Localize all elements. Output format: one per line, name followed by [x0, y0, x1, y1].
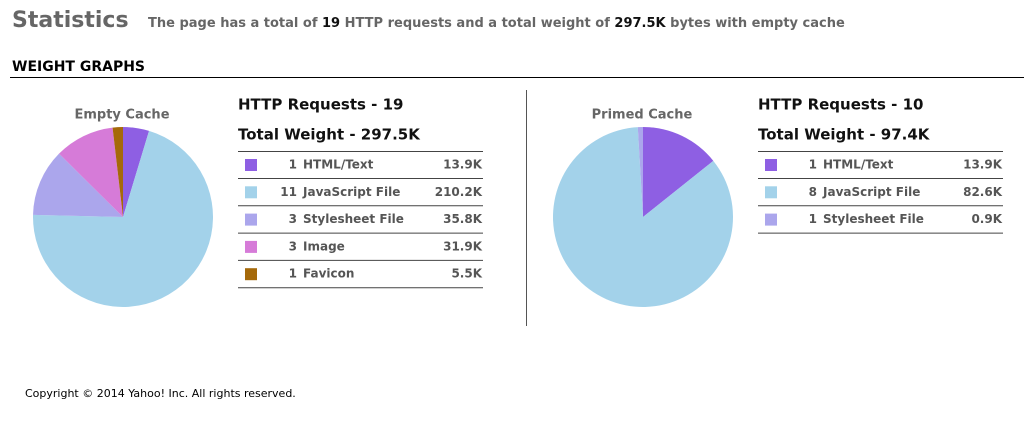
- row-weight: 13.9K: [963, 158, 1003, 172]
- section-title: WEIGHT GRAPHS: [12, 59, 145, 75]
- row-count: 1: [809, 212, 817, 226]
- weight-heading: Total Weight - 97.4K: [758, 126, 931, 144]
- row-weight: 35.8K: [443, 212, 483, 226]
- row-type: Stylesheet File: [823, 212, 924, 226]
- pie-slice: [123, 127, 150, 217]
- row-weight: 210.2K: [435, 185, 483, 199]
- summary-text: The page has a total of: [148, 16, 322, 31]
- pie-slice: [643, 127, 714, 217]
- pie-slice: [553, 127, 734, 307]
- summary-text: HTTP requests and a total weight of: [340, 16, 614, 31]
- row-weight: 31.9K: [443, 239, 483, 253]
- row-count: 1: [809, 158, 817, 172]
- requests-heading: HTTP Requests - 10: [758, 96, 923, 114]
- row-weight: 5.5K: [451, 267, 482, 281]
- row-weight: 0.9K: [971, 212, 1002, 226]
- weight-heading: Total Weight - 297.5K: [238, 126, 421, 144]
- row-count: 11: [280, 185, 297, 199]
- row-type: HTML/Text: [823, 158, 894, 172]
- legend-swatch: [245, 186, 257, 199]
- summary-text: bytes with empty cache: [666, 16, 845, 31]
- row-count: 3: [289, 212, 297, 226]
- legend-swatch: [245, 240, 257, 253]
- pie-slice: [112, 127, 123, 217]
- pie-slice: [33, 130, 213, 307]
- row-type: Favicon: [303, 267, 354, 281]
- summary-count: 19: [322, 16, 340, 31]
- pie-title: Empty Cache: [74, 108, 169, 123]
- row-weight: 13.9K: [443, 158, 483, 172]
- pie-slice: [33, 153, 123, 217]
- requests-heading: HTTP Requests - 19: [238, 96, 403, 114]
- legend-swatch: [765, 159, 777, 171]
- pie-title: Primed Cache: [592, 108, 693, 123]
- row-type: JavaScript File: [302, 185, 400, 199]
- row-type: JavaScript File: [822, 185, 920, 199]
- pie-slice: [59, 127, 123, 217]
- legend-swatch: [245, 159, 257, 171]
- summary: The page has a total of 19 HTTP requests…: [148, 16, 845, 31]
- row-count: 3: [289, 239, 297, 253]
- row-type: Image: [303, 239, 345, 253]
- footer: Copyright © 2014 Yahoo! Inc. All rights …: [25, 387, 296, 400]
- legend-swatch: [245, 213, 257, 226]
- row-count: 8: [809, 185, 817, 199]
- legend-swatch: [245, 268, 257, 281]
- summary-weight: 297.5K: [614, 16, 666, 31]
- row-type: HTML/Text: [303, 158, 374, 172]
- row-count: 1: [289, 158, 297, 172]
- pie-slice: [637, 127, 643, 217]
- legend-swatch: [765, 213, 777, 226]
- row-count: 1: [289, 267, 297, 281]
- row-weight: 82.6K: [963, 185, 1003, 199]
- legend-swatch: [765, 186, 777, 199]
- row-type: Stylesheet File: [303, 212, 404, 226]
- page-title: Statistics: [12, 8, 129, 33]
